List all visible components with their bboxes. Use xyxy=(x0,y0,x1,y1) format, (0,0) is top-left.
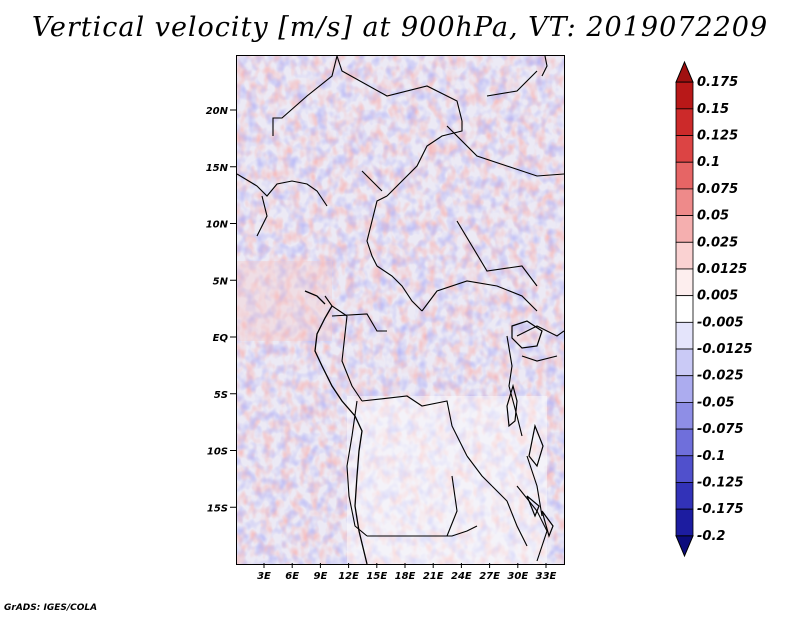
colorbar-segment xyxy=(675,348,694,377)
colorbar-level-label: -0.025 xyxy=(697,369,744,384)
lon-tick-label: 30E xyxy=(507,571,528,582)
lon-tick-label: 24E xyxy=(451,571,472,582)
colorbar-level-label: 0.175 xyxy=(697,75,738,90)
lon-tick-label: 12E xyxy=(338,571,359,582)
colorbar-segment xyxy=(675,161,694,190)
lat-tick-label: 15N xyxy=(206,163,229,174)
colorbar-level-label: -0.0125 xyxy=(697,342,753,357)
downdraft-shading xyxy=(237,56,564,564)
southern-calm-region xyxy=(347,396,547,564)
lon-tick-label: 6E xyxy=(285,571,299,582)
lat-tick-label: 15S xyxy=(207,503,228,514)
colorbar-segment xyxy=(675,108,694,136)
colorbar-segment xyxy=(675,508,694,537)
lakes xyxy=(506,320,554,538)
lat-tick-label: 10S xyxy=(207,447,228,458)
colorbar-level-label: -0.2 xyxy=(697,529,725,544)
lon-tick-label: 18E xyxy=(395,571,416,582)
colorbar-level-label: -0.175 xyxy=(697,502,744,517)
colorbar-level-label: 0.1 xyxy=(697,155,720,170)
plot-title: Vertical velocity [m/s] at 900hPa, VT: 2… xyxy=(31,12,769,43)
colorbar-segment xyxy=(675,482,694,510)
colorbar-level-label: 0.125 xyxy=(697,129,738,144)
coastline xyxy=(304,290,368,565)
colorbar-segment xyxy=(675,321,694,350)
latitude-axis: 20N 15N 10N 5N EQ 5S 10S 15S xyxy=(206,106,236,514)
colorbar-segment xyxy=(675,188,694,216)
colorbar: 0.175 0.15 0.125 0.1 0.075 0.05 0.025 0.0125 0.0… xyxy=(675,60,753,558)
gulf-warm-region xyxy=(237,261,332,341)
colorbar-segment xyxy=(675,81,694,110)
colorbar-level-label: 0.075 xyxy=(697,182,738,197)
lat-tick-label: 20N xyxy=(206,106,229,117)
lon-tick-label: 15E xyxy=(366,571,387,582)
colorbar-level-label: -0.125 xyxy=(697,475,744,490)
lat-tick-label: 5N xyxy=(213,276,229,287)
colorbar-bottom-arrow xyxy=(675,535,694,558)
colorbar-segment xyxy=(675,375,694,403)
colorbar-segment xyxy=(675,241,694,270)
colorbar-segment xyxy=(675,268,694,297)
colorbar-level-label: -0.075 xyxy=(697,422,744,437)
lat-tick-label: 5S xyxy=(214,390,228,401)
colorbar-level-label: 0.0125 xyxy=(697,262,747,277)
country-borders xyxy=(236,55,565,562)
colorbar-segment xyxy=(675,455,694,483)
lon-tick-label: 9E xyxy=(314,571,328,582)
colorbar-level-label: 0.05 xyxy=(697,209,729,224)
lat-tick-label: 10N xyxy=(206,220,229,231)
lat-tick-label: EQ xyxy=(213,333,229,344)
colorbar-segment xyxy=(675,402,694,430)
colorbar-level-label: -0.05 xyxy=(697,395,734,410)
lon-tick-label: 3E xyxy=(257,571,271,582)
colorbar-level-label: -0.1 xyxy=(697,449,725,464)
colorbar-segment xyxy=(675,295,694,323)
colorbar-segment xyxy=(675,428,694,457)
lon-tick-label: 21E xyxy=(423,571,444,582)
colorbar-segment xyxy=(675,135,694,163)
lon-tick-label: 27E xyxy=(479,571,500,582)
map-panel xyxy=(236,55,565,565)
colorbar-level-label: 0.005 xyxy=(697,289,738,304)
colorbar-level-label: 0.15 xyxy=(697,102,729,117)
colorbar-level-label: -0.005 xyxy=(697,315,744,330)
colorbar-level-label: 0.025 xyxy=(697,235,738,250)
colorbar-top-arrow xyxy=(675,60,694,83)
velocity-field-map xyxy=(236,55,565,565)
footer-credit: GrADS: IGES/COLA xyxy=(4,603,98,613)
colorbar-segment xyxy=(675,215,694,243)
lon-tick-label: 33E xyxy=(536,571,557,582)
